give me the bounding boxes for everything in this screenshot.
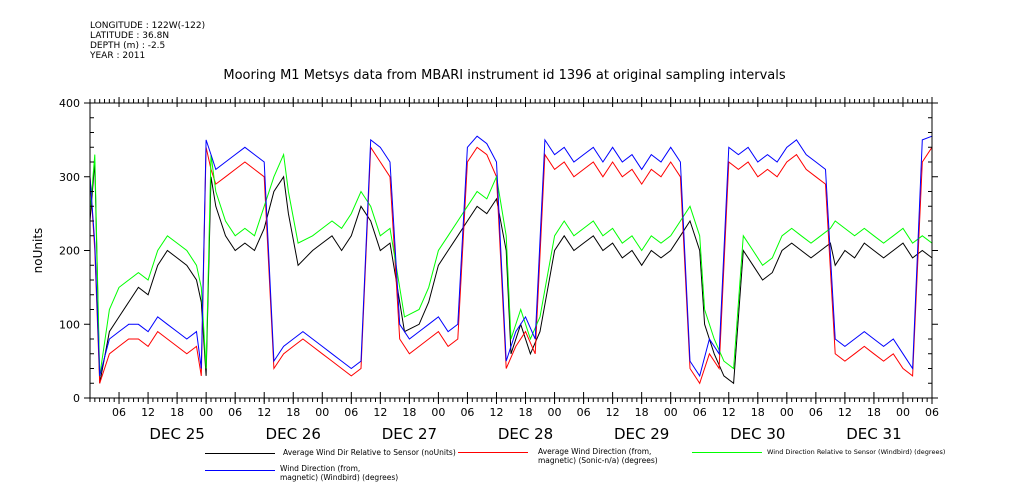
legend-swatch-1 bbox=[458, 452, 528, 453]
metadata-block: LONGITUDE : 122W(-122) LATITUDE : 36.8N … bbox=[90, 21, 205, 61]
x-tick-label: 06 bbox=[112, 406, 126, 419]
day-label-0: DEC 25 bbox=[149, 425, 204, 443]
metadata-year: YEAR : 2011 bbox=[90, 51, 146, 61]
x-tick-label: 00 bbox=[548, 406, 562, 419]
legend-label-3: Wind Direction (from, magnetic) (Windbir… bbox=[280, 464, 399, 482]
series-line-2 bbox=[89, 152, 933, 376]
x-tick-label: 18 bbox=[402, 406, 416, 419]
legend-swatch-0 bbox=[205, 453, 275, 454]
day-label-4: DEC 29 bbox=[614, 425, 669, 443]
series-line-0 bbox=[89, 161, 933, 385]
metadata-latitude: LATITUDE : 36.8N bbox=[90, 31, 170, 41]
x-tick-label: 12 bbox=[257, 406, 271, 419]
legend-swatch-3 bbox=[205, 470, 275, 471]
x-tick-label: 06 bbox=[344, 406, 358, 419]
legend-entry-0: Average Wind Dir Relative to Sensor (noU… bbox=[205, 447, 465, 459]
x-tick-label: 00 bbox=[896, 406, 910, 419]
x-tick-label: 18 bbox=[170, 406, 184, 419]
x-tick-label: 12 bbox=[606, 406, 620, 419]
x-tick-label: 00 bbox=[199, 406, 213, 419]
day-label-5: DEC 30 bbox=[730, 425, 785, 443]
day-label-3: DEC 28 bbox=[498, 425, 553, 443]
x-tick-label: 18 bbox=[867, 406, 881, 419]
y-tick-label-4: 400 bbox=[59, 97, 80, 110]
legend-entry-3: Wind Direction (from, magnetic) (Windbir… bbox=[205, 462, 445, 484]
y-axis-label: noUnits bbox=[31, 228, 45, 274]
day-label-2: DEC 27 bbox=[382, 425, 437, 443]
x-tick-label: 06 bbox=[809, 406, 823, 419]
x-tick-label: 06 bbox=[228, 406, 242, 419]
x-tick-label: 00 bbox=[664, 406, 678, 419]
x-tick-label: 00 bbox=[431, 406, 445, 419]
y-tick-label-1: 100 bbox=[59, 318, 80, 331]
metadata-longitude: LONGITUDE : 122W(-122) bbox=[90, 21, 206, 31]
metadata-depth: DEPTH (m) : -2.5 bbox=[90, 41, 166, 51]
x-tick-label: 12 bbox=[838, 406, 852, 419]
x-tick-label: 12 bbox=[141, 406, 155, 419]
x-tick-label: 12 bbox=[722, 406, 736, 419]
chart-title: Mooring M1 Metsys data from MBARI instru… bbox=[223, 68, 786, 83]
x-tick-label: 12 bbox=[373, 406, 387, 419]
series-line-3 bbox=[89, 135, 933, 378]
y-tick-label-3: 300 bbox=[59, 171, 80, 184]
x-tick-label: 18 bbox=[519, 406, 533, 419]
legend-entry-1: Average Wind Direction (from, magnetic) … bbox=[458, 447, 688, 467]
x-tick-label: 18 bbox=[286, 406, 300, 419]
x-tick-label: 18 bbox=[635, 406, 649, 419]
y-tick-label-0: 0 bbox=[73, 392, 80, 405]
x-tick-label: 18 bbox=[751, 406, 765, 419]
x-tick-label: 06 bbox=[925, 406, 939, 419]
day-label-1: DEC 26 bbox=[266, 425, 321, 443]
day-label-6: DEC 31 bbox=[846, 425, 901, 443]
x-tick-label: 12 bbox=[489, 406, 503, 419]
legend-label-1: Average Wind Direction (from, magnetic) … bbox=[538, 447, 658, 465]
x-tick-label: 06 bbox=[693, 406, 707, 419]
legend-label-0: Average Wind Dir Relative to Sensor (noU… bbox=[283, 448, 456, 457]
legend-swatch-2 bbox=[692, 452, 762, 453]
legend-entry-2: Wind Direction Relative to Sensor (Windb… bbox=[692, 447, 952, 459]
x-tick-label: 06 bbox=[577, 406, 591, 419]
x-tick-label: 06 bbox=[460, 406, 474, 419]
legend-label-2: Wind Direction Relative to Sensor (Windb… bbox=[767, 448, 946, 456]
y-tick-label-2: 200 bbox=[59, 245, 80, 258]
x-tick-label: 00 bbox=[315, 406, 329, 419]
x-tick-label: 00 bbox=[780, 406, 794, 419]
